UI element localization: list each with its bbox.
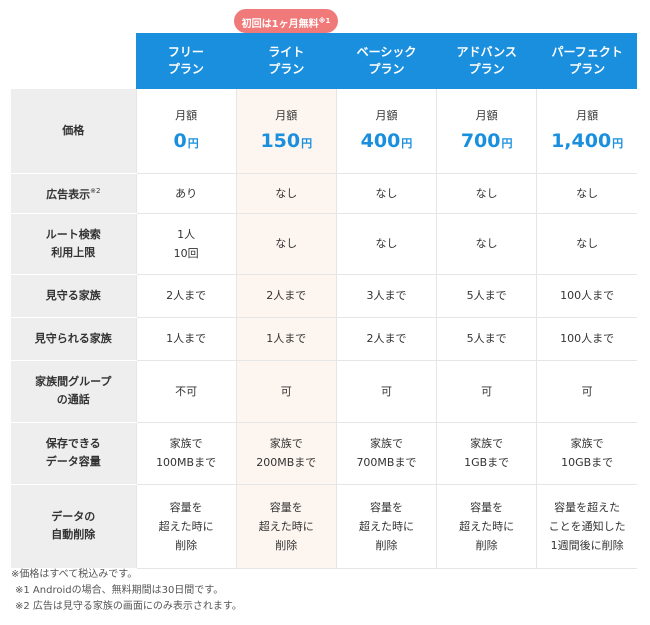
row-label-ads: 広告表示※2 [11, 173, 136, 214]
storage-cell-perfect: 家族で 10GBまで [536, 422, 637, 485]
footnote-2: ※2 広告は見守る家族の画面にのみ表示されます。 [15, 601, 242, 612]
footnote-tax: ※価格はすべて税込みです。 [11, 569, 138, 580]
row-label-auto-delete: データの 自動削除 [11, 484, 136, 569]
group-cell-basic: 可 [335, 360, 437, 423]
route-cell-advance: なし [436, 213, 537, 275]
price-cell-advance: 月額 700円 [436, 89, 537, 174]
watched-cell-advance: 5人まで [436, 317, 537, 361]
ads-cell-free: あり [135, 173, 237, 214]
plan-header-lite: ライト プラン [235, 33, 337, 89]
route-cell-perfect: なし [536, 213, 637, 275]
delete-cell-lite: 容量を 超えた時に 削除 [235, 484, 337, 569]
watched-cell-basic: 2人まで [335, 317, 437, 361]
table-row-price: 価格 月額 0円 月額 150円 月額 400円 月額 700円 月額 1,400円 [11, 89, 637, 174]
plan-header-advance: アドバンス プラン [436, 33, 537, 89]
row-label-watching-family: 見守る家族 [11, 274, 136, 318]
watched-cell-perfect: 100人まで [536, 317, 637, 361]
plan-header-free: フリー プラン [136, 33, 237, 89]
watch-cell-free: 2人まで [135, 274, 237, 318]
row-label-route-search: ルート検索 利用上限 [11, 213, 136, 275]
group-cell-advance: 可 [436, 360, 537, 423]
group-cell-free: 不可 [135, 360, 237, 423]
watched-cell-free: 1人まで [135, 317, 237, 361]
price-cell-perfect: 月額 1,400円 [536, 89, 637, 174]
watched-cell-lite: 1人まで [235, 317, 337, 361]
footnote-1: ※1 Androidの場合、無料期間は30日間です。 [15, 585, 224, 596]
watch-cell-basic: 3人まで [335, 274, 437, 318]
table-row-watching-family: 見守る家族 2人まで 2人まで 3人まで 5人まで 100人まで [11, 274, 637, 318]
table-row-storage: 保存できる データ容量 家族で 100MBまで 家族で 200MBまで 家族で 700M… [11, 422, 637, 485]
ads-cell-perfect: なし [536, 173, 637, 214]
delete-cell-perfect: 容量を超えた ことを通知した 1週間後に削除 [536, 484, 637, 569]
table-row-group-call: 家族間グループ の通話 不可 可 可 可 可 [11, 360, 637, 423]
watch-cell-lite: 2人まで [235, 274, 337, 318]
plan-comparison-table: フリー プラン ライト プラン ベーシック プラン アドバンス プラン パーフェクト プラ… [11, 33, 637, 569]
ads-cell-advance: なし [436, 173, 537, 214]
row-label-storage: 保存できる データ容量 [11, 422, 136, 485]
delete-cell-free: 容量を 超えた時に 削除 [135, 484, 237, 569]
storage-cell-lite: 家族で 200MBまで [235, 422, 337, 485]
table-row-ads: 広告表示※2 あり なし なし なし なし [11, 173, 637, 214]
table-row-route-search: ルート検索 利用上限 1人 10回 なし なし なし なし [11, 213, 637, 275]
group-cell-perfect: 可 [536, 360, 637, 423]
table-row-watched-family: 見守られる家族 1人まで 1人まで 2人まで 5人まで 100人まで [11, 317, 637, 361]
route-cell-basic: なし [335, 213, 437, 275]
table-corner [11, 33, 136, 89]
row-label-price: 価格 [11, 89, 136, 174]
plan-header-row: フリー プラン ライト プラン ベーシック プラン アドバンス プラン パーフェクト プラ… [11, 33, 637, 89]
delete-cell-basic: 容量を 超えた時に 削除 [335, 484, 437, 569]
table-row-auto-delete: データの 自動削除 容量を 超えた時に 削除 容量を 超えた時に 削除 容量を 超えた時に削… [11, 484, 637, 569]
watch-cell-perfect: 100人まで [536, 274, 637, 318]
route-cell-free: 1人 10回 [135, 213, 237, 275]
group-cell-lite: 可 [235, 360, 337, 423]
ads-cell-lite: なし [235, 173, 337, 214]
price-cell-basic: 月額 400円 [335, 89, 437, 174]
route-cell-lite: なし [235, 213, 337, 275]
delete-cell-advance: 容量を 超えた時に 削除 [436, 484, 537, 569]
footnotes: ※価格はすべて税込みです。 ※1 Androidの場合、無料期間は30日間です。… [11, 567, 242, 615]
price-cell-lite: 月額 150円 [235, 89, 337, 174]
row-label-group-call: 家族間グループ の通話 [11, 360, 136, 423]
plan-header-basic: ベーシック プラン [335, 33, 437, 89]
row-label-watched-family: 見守られる家族 [11, 317, 136, 361]
badge-note-ref: ※1 [318, 17, 331, 25]
watch-cell-advance: 5人まで [436, 274, 537, 318]
ads-note-ref: ※2 [90, 187, 101, 195]
ads-cell-basic: なし [335, 173, 437, 214]
price-cell-free: 月額 0円 [135, 89, 237, 174]
free-trial-badge-label: 初回は1ヶ月無料※1 [234, 9, 338, 33]
storage-cell-free: 家族で 100MBまで [135, 422, 237, 485]
storage-cell-basic: 家族で 700MBまで [335, 422, 437, 485]
free-trial-badge: 初回は1ヶ月無料※1 [234, 9, 338, 38]
storage-cell-advance: 家族で 1GBまで [436, 422, 537, 485]
plan-header-perfect: パーフェクト プラン [536, 33, 637, 89]
